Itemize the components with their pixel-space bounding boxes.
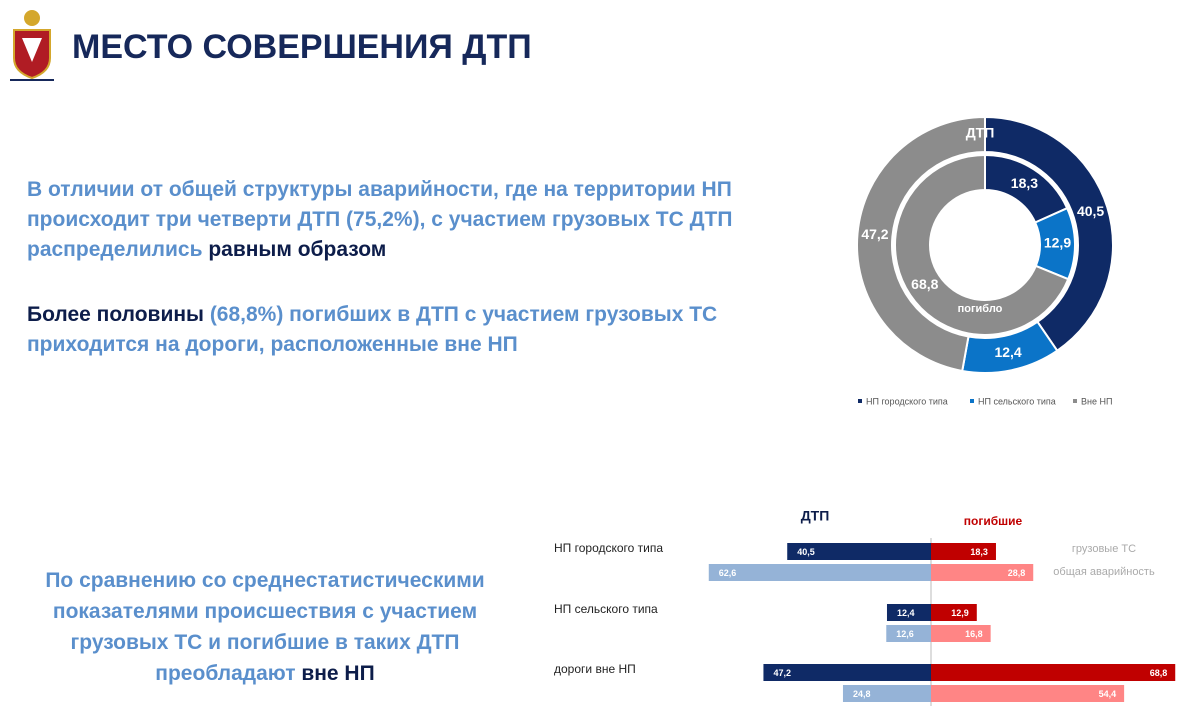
bar bbox=[931, 604, 977, 621]
data-label: 12,9 bbox=[1044, 235, 1071, 251]
bar bbox=[931, 564, 1034, 581]
legend-marker bbox=[1073, 399, 1077, 403]
legend-label: Вне НП bbox=[1081, 396, 1112, 406]
text: По сравнению со среднестатистическими bbox=[45, 569, 485, 592]
side-title: ДТП bbox=[801, 508, 830, 524]
data-label: 47,2 bbox=[861, 226, 888, 242]
bar bbox=[931, 685, 1125, 702]
data-label: 16,8 bbox=[965, 629, 983, 639]
ring-label: ДТП bbox=[966, 125, 995, 141]
data-label: 12,4 bbox=[994, 344, 1021, 360]
paragraph: По сравнению со среднестатистическими пок… bbox=[20, 565, 510, 689]
bar bbox=[931, 625, 991, 642]
text: грузовых ТС и погибшие в таких ДТП bbox=[70, 631, 460, 654]
data-label: 62,6 bbox=[719, 568, 737, 578]
bar bbox=[708, 564, 931, 581]
bar bbox=[787, 543, 931, 560]
bar bbox=[931, 543, 996, 560]
title: МЕСТО СОВЕРШЕНИЯ ДТП bbox=[72, 28, 532, 66]
text: показателями происшествия с участием bbox=[52, 600, 478, 623]
data-label: 47,2 bbox=[773, 668, 791, 678]
category-label: НП сельского типа bbox=[554, 602, 658, 616]
data-label: 12,4 bbox=[897, 608, 915, 618]
donut-segment bbox=[894, 153, 1070, 336]
data-label: 54,4 bbox=[1099, 689, 1117, 699]
category-label: НП городского типа bbox=[554, 541, 663, 555]
data-label: 40,5 bbox=[1077, 203, 1104, 219]
data-label: 18,3 bbox=[1011, 175, 1038, 191]
text: В отличии от общей структуры аварийности… bbox=[27, 178, 732, 201]
data-label: 28,8 bbox=[1008, 568, 1026, 578]
data-label: 12,6 bbox=[896, 629, 914, 639]
text: равным образом bbox=[208, 238, 387, 261]
paragraph: Более половины (68,8%) погибших в ДТП с … bbox=[27, 300, 717, 360]
ring-label: погибло bbox=[958, 303, 1003, 315]
bar bbox=[842, 685, 931, 702]
data-label: 18,3 bbox=[970, 547, 988, 557]
text: приходится на дороги, расположенные вне … bbox=[27, 333, 518, 356]
legend-marker bbox=[970, 399, 974, 403]
side-title: погибшие bbox=[964, 514, 1023, 528]
text: преобладают bbox=[155, 662, 302, 685]
paragraph: В отличии от общей структуры аварийности… bbox=[27, 175, 732, 265]
series-label: грузовые ТС bbox=[1072, 543, 1136, 555]
logo bbox=[10, 10, 54, 81]
legend-marker bbox=[858, 399, 862, 403]
text: распределились bbox=[27, 238, 209, 261]
series-label: общая аварийность bbox=[1053, 566, 1155, 578]
bar bbox=[763, 664, 931, 681]
text: вне НП bbox=[301, 662, 375, 685]
data-label: 68,8 bbox=[1150, 668, 1168, 678]
text: происходит три четверти ДТП (75,2%), с у… bbox=[27, 208, 733, 231]
bar bbox=[886, 625, 931, 642]
donut-segment bbox=[856, 115, 986, 373]
legend-label: НП городского типа bbox=[866, 396, 948, 406]
data-label: 12,9 bbox=[951, 608, 969, 618]
text: Более половины bbox=[27, 303, 210, 326]
data-label: 40,5 bbox=[797, 547, 815, 557]
legend-label: НП сельского типа bbox=[978, 396, 1056, 406]
bar bbox=[931, 664, 1176, 681]
bar bbox=[886, 604, 931, 621]
data-label: 68,8 bbox=[911, 276, 938, 292]
data-label: 24,8 bbox=[853, 689, 871, 699]
category-label: дороги вне НП bbox=[554, 662, 636, 676]
donut-segment bbox=[984, 115, 1114, 353]
text: (68,8%) погибших в ДТП с участием грузов… bbox=[209, 303, 718, 326]
